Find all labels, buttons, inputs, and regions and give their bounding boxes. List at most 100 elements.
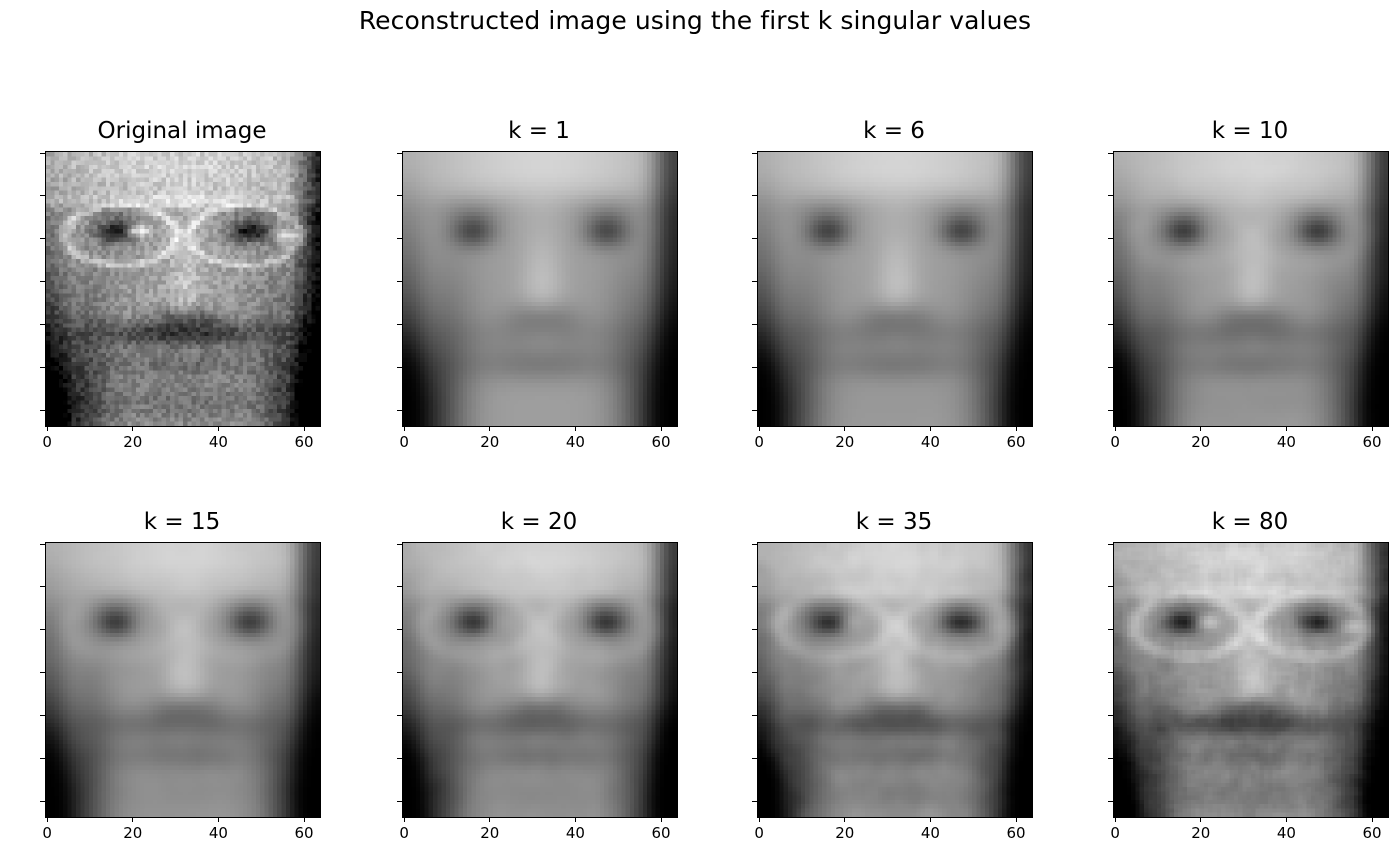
heatmap-cell bbox=[58, 241, 64, 247]
heatmap-cell bbox=[118, 408, 124, 414]
heatmap-cell bbox=[101, 387, 107, 392]
heatmap-cell bbox=[183, 250, 188, 255]
heatmap-cell bbox=[242, 164, 248, 170]
heatmap-cell bbox=[105, 340, 111, 345]
heatmap-cell bbox=[75, 267, 81, 272]
heatmap-cell bbox=[260, 353, 265, 358]
heatmap-cell bbox=[200, 271, 205, 277]
heatmap-cell bbox=[403, 194, 408, 200]
heatmap-cell bbox=[260, 301, 265, 307]
heatmap-cell bbox=[183, 216, 188, 221]
heatmap-cell bbox=[225, 229, 231, 234]
heatmap-cell bbox=[165, 203, 171, 208]
heatmap-cell bbox=[612, 160, 618, 165]
heatmap-cell bbox=[200, 323, 205, 328]
heatmap-cell bbox=[497, 181, 502, 187]
reconstructed-image bbox=[45, 151, 321, 427]
heatmap-cell bbox=[285, 408, 291, 414]
heatmap-cell bbox=[123, 310, 128, 315]
heatmap-cell bbox=[101, 310, 107, 315]
heatmap-cell bbox=[157, 233, 162, 238]
heatmap-cell bbox=[595, 190, 601, 195]
heatmap-cell bbox=[264, 233, 269, 238]
heatmap-cell bbox=[63, 361, 68, 367]
heatmap-cell bbox=[135, 233, 141, 238]
heatmap-cell bbox=[578, 152, 583, 157]
heatmap-cell bbox=[67, 216, 72, 221]
heatmap-cell bbox=[230, 366, 235, 371]
heatmap-cell bbox=[445, 203, 451, 208]
heatmap-cell bbox=[88, 336, 94, 341]
heatmap-cell bbox=[148, 413, 154, 418]
heatmap-cell bbox=[480, 169, 485, 174]
heatmap-cell bbox=[165, 421, 171, 426]
heatmap-cell bbox=[238, 169, 244, 174]
heatmap-cell bbox=[110, 378, 115, 384]
heatmap-cell bbox=[272, 211, 278, 217]
heatmap-cell bbox=[178, 417, 184, 422]
heatmap-cell bbox=[638, 177, 643, 183]
heatmap-cell bbox=[311, 336, 316, 341]
heatmap-cell bbox=[535, 186, 541, 191]
heatmap-cell bbox=[200, 250, 205, 255]
heatmap-cell bbox=[131, 241, 136, 247]
heatmap-cell bbox=[260, 241, 265, 247]
heatmap-cell bbox=[255, 387, 261, 392]
heatmap-cell bbox=[58, 250, 64, 255]
heatmap-cell bbox=[58, 310, 64, 315]
heatmap-cell bbox=[54, 186, 59, 191]
heatmap-cell bbox=[93, 348, 98, 354]
heatmap-cell bbox=[527, 181, 532, 187]
heatmap-cell bbox=[268, 331, 273, 337]
heatmap-cell bbox=[67, 199, 72, 204]
heatmap-cell bbox=[255, 164, 261, 170]
heatmap-cell bbox=[420, 173, 425, 178]
heatmap-cell bbox=[307, 331, 312, 337]
heatmap-cell bbox=[298, 194, 303, 200]
heatmap-cell bbox=[298, 267, 303, 272]
heatmap-cell bbox=[200, 387, 205, 392]
heatmap-cell bbox=[67, 340, 72, 345]
heatmap-cell bbox=[510, 152, 515, 157]
heatmap-cell bbox=[569, 190, 575, 195]
heatmap-cell bbox=[131, 327, 136, 332]
heatmap-cell bbox=[230, 331, 235, 337]
heatmap-cell bbox=[294, 263, 299, 268]
heatmap-cell bbox=[272, 374, 278, 379]
heatmap-cell bbox=[97, 173, 102, 178]
heatmap-cell bbox=[58, 340, 64, 345]
heatmap-cell bbox=[285, 348, 291, 354]
heatmap-cell bbox=[88, 323, 94, 328]
heatmap-cell bbox=[105, 391, 111, 397]
heatmap-cell bbox=[290, 267, 295, 272]
heatmap-cell bbox=[148, 323, 154, 328]
heatmap-cell bbox=[191, 224, 196, 230]
heatmap-cell bbox=[204, 211, 209, 217]
heatmap-cell bbox=[88, 237, 94, 242]
heatmap-cell bbox=[118, 160, 124, 165]
heatmap-cell bbox=[105, 396, 111, 401]
heatmap-cell bbox=[140, 181, 145, 187]
heatmap-cell bbox=[238, 246, 244, 251]
heatmap-cell bbox=[174, 276, 179, 281]
heatmap-cell bbox=[497, 156, 502, 161]
heatmap-cell bbox=[450, 169, 455, 174]
heatmap-cell bbox=[655, 186, 660, 191]
heatmap-cell bbox=[174, 254, 179, 260]
heatmap-cell bbox=[153, 250, 158, 255]
heatmap-cell bbox=[187, 250, 192, 255]
heatmap-cell bbox=[157, 229, 162, 234]
heatmap-cell bbox=[153, 361, 158, 367]
heatmap-cell bbox=[604, 173, 609, 178]
heatmap-cell bbox=[144, 357, 149, 362]
heatmap-cell bbox=[84, 323, 89, 328]
heatmap-cell bbox=[225, 169, 231, 174]
heatmap-cell bbox=[437, 177, 442, 183]
heatmap-cell bbox=[204, 336, 209, 341]
heatmap-cell bbox=[67, 280, 72, 285]
heatmap-cell bbox=[178, 164, 184, 170]
heatmap-cell bbox=[204, 357, 209, 362]
heatmap-cell bbox=[548, 173, 553, 178]
heatmap-cell bbox=[672, 190, 677, 195]
heatmap-cell bbox=[131, 224, 136, 230]
